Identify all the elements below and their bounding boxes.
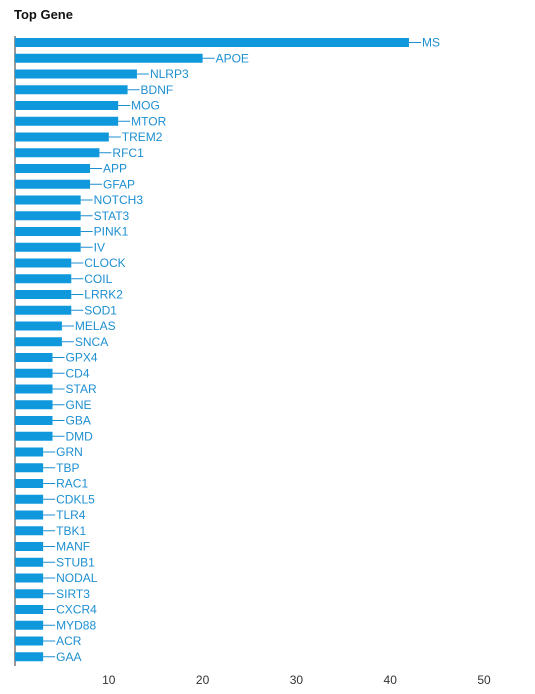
bar-rac1[interactable] xyxy=(15,479,44,488)
bar-star[interactable] xyxy=(15,384,53,394)
bar-label-rac1: RAC1 xyxy=(56,477,88,491)
bar-gba[interactable] xyxy=(15,416,53,425)
bar-trem2[interactable] xyxy=(15,132,109,142)
bar-label-acr: ACR xyxy=(56,634,82,648)
bar-nlrp3[interactable] xyxy=(15,69,137,79)
bar-label-nodal: NODAL xyxy=(56,571,98,585)
bar-bdnf[interactable] xyxy=(15,85,128,95)
bar-label-gfap: GFAP xyxy=(103,177,135,191)
bar-label-grn: GRN xyxy=(56,445,83,459)
bar-stub1[interactable] xyxy=(15,557,44,567)
bar-label-gba: GBA xyxy=(66,414,91,428)
bar-label-snca: SNCA xyxy=(75,335,108,349)
bar-label-cd4: CD4 xyxy=(66,366,90,380)
bar-cxcr4[interactable] xyxy=(15,605,44,614)
bar-gne[interactable] xyxy=(15,400,53,410)
bar-label-pink1: PINK1 xyxy=(94,225,129,239)
bar-label-ms: MS xyxy=(422,36,440,50)
bar-label-tbp: TBP xyxy=(56,461,79,475)
bar-snca[interactable] xyxy=(15,337,62,347)
bar-label-tbk1: TBK1 xyxy=(56,524,86,538)
bar-mtor[interactable] xyxy=(15,116,119,126)
x-tick-label-30: 30 xyxy=(290,673,304,687)
bar-label-iv: IV xyxy=(94,240,105,254)
bar-pink1[interactable] xyxy=(15,227,81,236)
bar-label-dmd: DMD xyxy=(66,429,94,443)
bar-notch3[interactable] xyxy=(15,195,81,205)
bar-label-lrrk2: LRRK2 xyxy=(84,288,123,302)
bar-tlr4[interactable] xyxy=(15,510,44,520)
x-tick-label-20: 20 xyxy=(196,673,210,687)
bar-label-gaa: GAA xyxy=(56,650,81,664)
bar-sirt3[interactable] xyxy=(15,589,44,599)
bar-label-apoe: APOE xyxy=(216,51,249,65)
bar-gfap[interactable] xyxy=(15,179,91,189)
bar-label-gpx4: GPX4 xyxy=(66,351,98,365)
bar-clock[interactable] xyxy=(15,258,72,268)
bar-label-melas: MELAS xyxy=(75,319,116,333)
bar-melas[interactable] xyxy=(15,321,62,331)
bar-gaa[interactable] xyxy=(15,652,44,662)
bar-label-nlrp3: NLRP3 xyxy=(150,67,189,81)
bar-coil[interactable] xyxy=(15,274,72,284)
x-tick-label-50: 50 xyxy=(477,673,491,687)
bar-label-notch3: NOTCH3 xyxy=(94,193,144,207)
bar-lrrk2[interactable] xyxy=(15,290,72,299)
bar-mog[interactable] xyxy=(15,101,119,110)
bar-label-sirt3: SIRT3 xyxy=(56,587,90,601)
bar-label-bdnf: BDNF xyxy=(141,83,174,97)
bar-label-star: STAR xyxy=(66,382,97,396)
bar-sod1[interactable] xyxy=(15,305,72,315)
bar-apoe[interactable] xyxy=(15,53,203,63)
bar-stat3[interactable] xyxy=(15,211,81,221)
bar-grn[interactable] xyxy=(15,447,44,457)
bar-label-rfc1: RFC1 xyxy=(112,146,144,160)
bar-label-cdkl5: CDKL5 xyxy=(56,492,95,506)
bar-label-stub1: STUB1 xyxy=(56,555,95,569)
bar-myd88[interactable] xyxy=(15,620,44,630)
bar-label-cxcr4: CXCR4 xyxy=(56,603,97,617)
bar-app[interactable] xyxy=(15,164,91,173)
bar-label-clock: CLOCK xyxy=(84,256,125,270)
x-tick-label-10: 10 xyxy=(102,673,116,687)
bar-label-stat3: STAT3 xyxy=(94,209,130,223)
bar-acr[interactable] xyxy=(15,636,44,646)
bar-label-mog: MOG xyxy=(131,99,160,113)
bar-gpx4[interactable] xyxy=(15,353,53,362)
chart-title: Top Gene xyxy=(14,7,73,22)
bar-label-coil: COIL xyxy=(84,272,112,286)
bar-tbk1[interactable] xyxy=(15,526,44,536)
bar-nodal[interactable] xyxy=(15,573,44,583)
bar-label-sod1: SOD1 xyxy=(84,303,117,317)
bar-label-myd88: MYD88 xyxy=(56,618,96,632)
bar-tbp[interactable] xyxy=(15,463,44,473)
bar-rfc1[interactable] xyxy=(15,148,100,158)
bar-ms[interactable] xyxy=(15,38,409,47)
x-tick-label-40: 40 xyxy=(384,673,398,687)
bar-label-tlr4: TLR4 xyxy=(56,508,86,522)
bar-label-gne: GNE xyxy=(66,398,92,412)
bar-dmd[interactable] xyxy=(15,431,53,441)
bar-label-app: APP xyxy=(103,162,127,176)
bar-label-trem2: TREM2 xyxy=(122,130,163,144)
bar-label-manf: MANF xyxy=(56,540,90,554)
bar-cdkl5[interactable] xyxy=(15,494,44,504)
bar-label-mtor: MTOR xyxy=(131,114,166,128)
bar-cd4[interactable] xyxy=(15,368,53,378)
bar-iv[interactable] xyxy=(15,242,81,252)
bar-manf[interactable] xyxy=(15,542,44,551)
